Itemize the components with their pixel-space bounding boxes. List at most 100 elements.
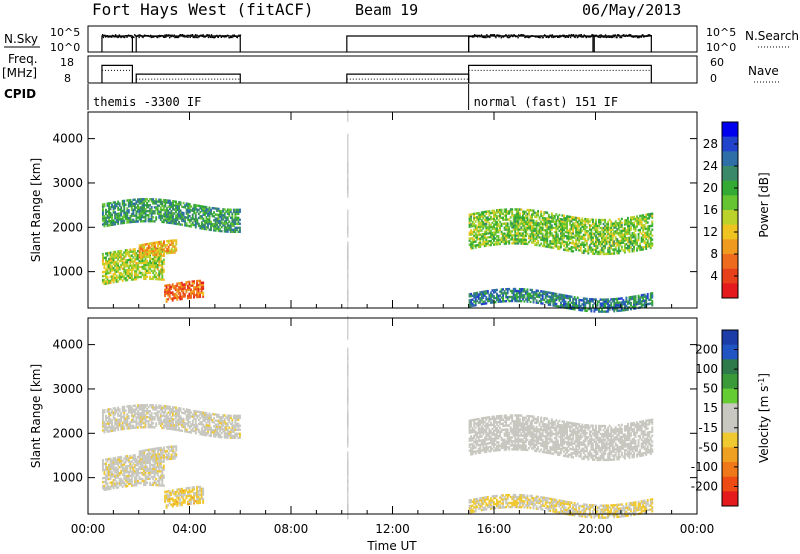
power-cell <box>476 291 479 295</box>
power-cell <box>161 246 164 249</box>
power-cell <box>126 219 129 222</box>
power-cell <box>604 252 607 256</box>
power-cell <box>164 213 167 216</box>
nsky-point <box>626 35 629 37</box>
power-cell <box>578 241 581 244</box>
power-cell <box>144 273 147 277</box>
power-cell <box>588 305 591 309</box>
power-cell <box>640 232 643 235</box>
power-cell <box>558 229 561 233</box>
power-cell <box>512 226 515 229</box>
power-cell <box>159 212 162 215</box>
velocity-cell <box>108 408 110 411</box>
power-cell <box>558 293 561 296</box>
power-cell <box>143 200 145 203</box>
power-cell <box>103 225 106 228</box>
power-cell <box>564 234 567 238</box>
power-cell <box>546 217 549 220</box>
power-cell <box>642 224 645 227</box>
power-cell <box>118 277 121 281</box>
power-cell <box>555 292 558 296</box>
nsky-point <box>124 36 126 39</box>
power-cell <box>549 244 552 247</box>
power-cell <box>483 234 486 238</box>
power-cell <box>121 261 124 264</box>
power-cell <box>112 278 115 282</box>
power-cell <box>593 310 596 313</box>
power-cell <box>491 237 494 241</box>
power-cell <box>477 219 480 223</box>
velocity-cell <box>216 431 219 434</box>
power-cell <box>155 216 158 219</box>
power-cell <box>208 228 211 231</box>
power-cell <box>518 240 521 243</box>
power-cell <box>643 299 646 302</box>
velocity-cell <box>146 419 149 423</box>
velocity-cell <box>232 426 235 430</box>
power-cell <box>473 218 476 222</box>
velocity-cell <box>220 418 223 421</box>
power-cell <box>581 299 584 302</box>
power-cell <box>124 211 127 214</box>
velocity-cell <box>156 406 159 409</box>
power-cell <box>133 258 136 261</box>
velocity-cell <box>237 422 240 426</box>
nsky-point <box>188 35 191 37</box>
power-cell <box>651 216 654 219</box>
power-cell <box>553 242 556 246</box>
power-cell <box>645 295 648 298</box>
power-cell <box>605 298 608 301</box>
power-cell <box>503 300 506 303</box>
power-cell <box>112 219 115 222</box>
power-cell <box>205 206 208 209</box>
power-cell <box>173 296 176 300</box>
power-cell <box>492 213 495 216</box>
velocity-cell <box>220 427 223 431</box>
power-cell <box>152 263 155 267</box>
power-cell <box>178 207 181 210</box>
power-cell <box>534 243 537 246</box>
power-cell <box>645 241 648 244</box>
power-cell <box>497 214 500 218</box>
power-cell <box>121 221 124 225</box>
velocity-cell <box>231 430 234 433</box>
power-cell <box>177 288 180 291</box>
power-cell <box>123 205 126 209</box>
power-cell <box>544 229 547 232</box>
power-cell <box>613 248 616 251</box>
power-cell <box>188 224 191 228</box>
velocity-cell <box>235 424 238 428</box>
power-cell <box>561 303 564 307</box>
velocity-cell <box>141 404 144 407</box>
power-cell <box>567 237 570 240</box>
power-cell <box>149 265 152 269</box>
velocity-cell <box>114 423 117 426</box>
power-cell <box>158 248 161 252</box>
velocity-cell <box>170 421 173 425</box>
dropout-cell <box>347 209 349 222</box>
power-cell <box>631 236 634 239</box>
power-cell <box>480 225 483 228</box>
nsky-point <box>122 35 124 38</box>
power-cell <box>593 226 596 230</box>
nsky-point <box>543 35 545 37</box>
power-echoes <box>101 109 654 313</box>
power-cell <box>101 203 104 206</box>
power-cell <box>633 297 635 300</box>
power-cell <box>590 242 593 245</box>
nsky-point <box>123 36 125 39</box>
power-cell <box>143 265 145 269</box>
velocity-cell <box>178 411 181 414</box>
power-cell <box>640 218 643 221</box>
velocity-cell <box>181 423 184 426</box>
power-cell <box>573 296 576 299</box>
power-cell <box>149 198 152 201</box>
velocity-cell <box>226 434 229 437</box>
power-cell <box>179 291 182 295</box>
power-cell <box>555 245 558 248</box>
power-cell <box>620 217 623 221</box>
power-cell <box>121 203 124 207</box>
velocity-cell <box>228 416 231 419</box>
power-cell <box>611 252 614 255</box>
nsky-point <box>647 34 649 36</box>
